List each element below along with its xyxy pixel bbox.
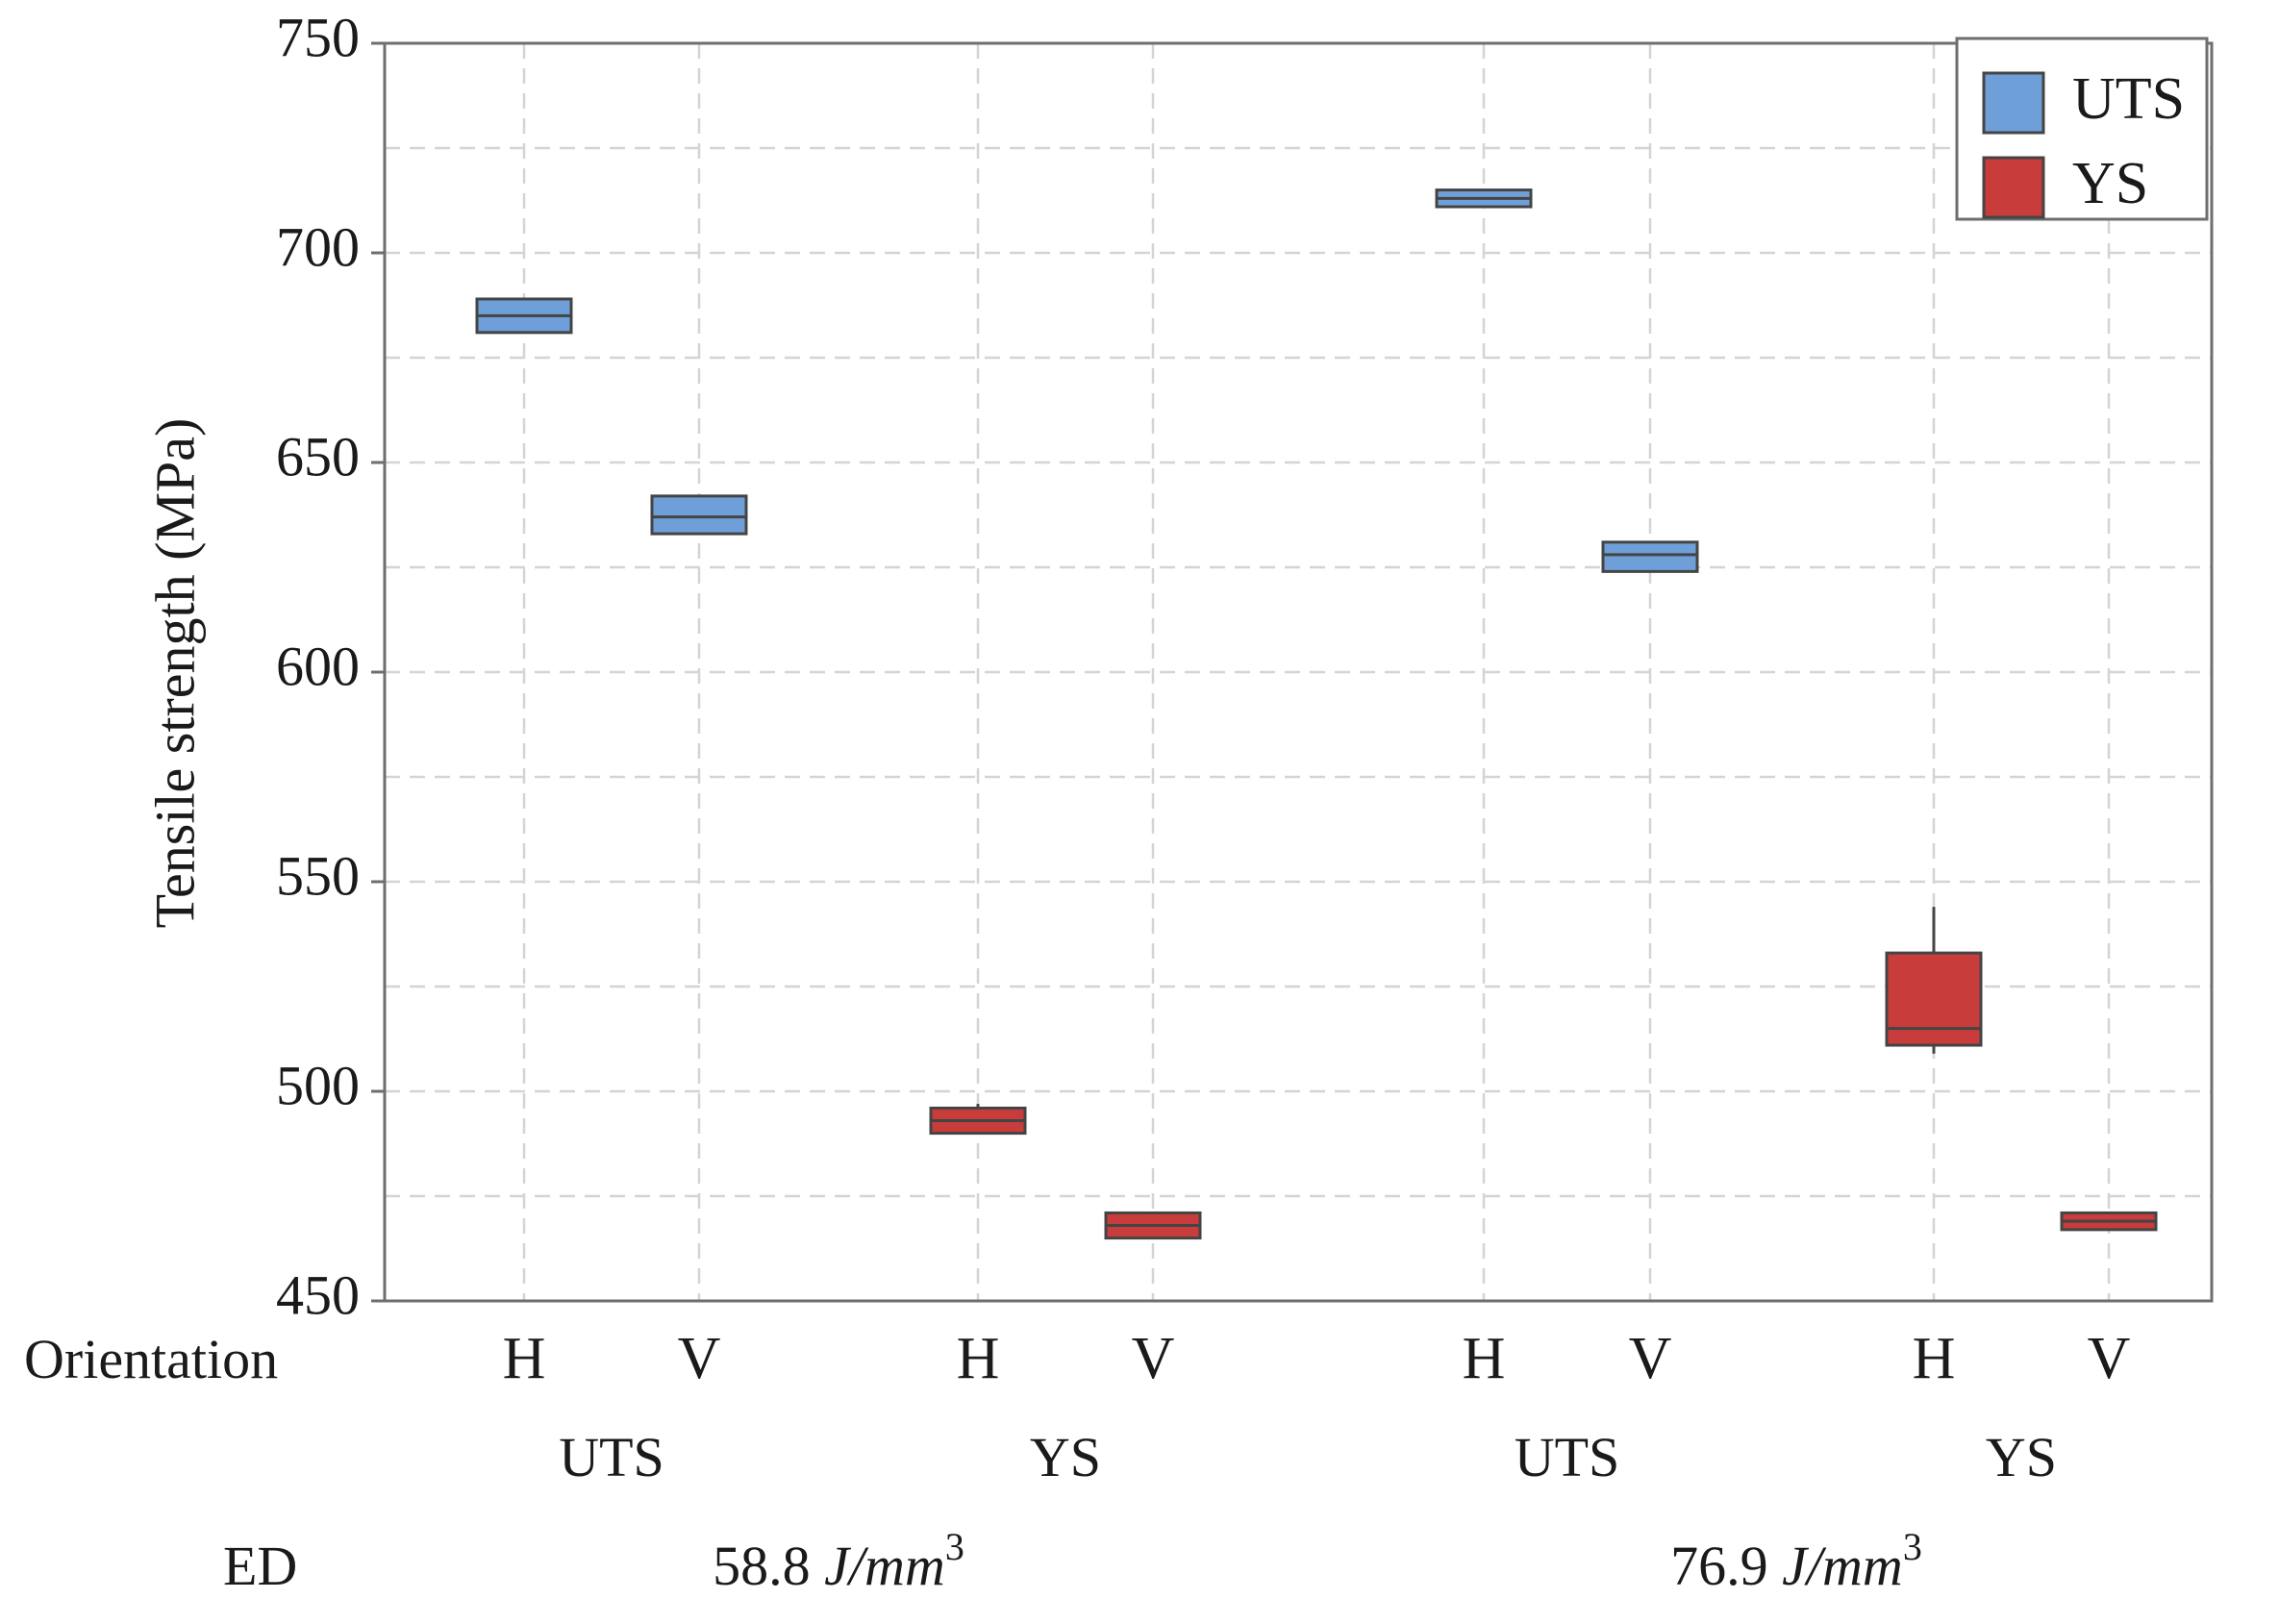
ed-group-label: 76.9 J/mm3	[1670, 1525, 1922, 1597]
box-uts-v	[650, 494, 748, 536]
legend-label-ys: YS	[2072, 151, 2148, 216]
legend-label-uts: UTS	[2072, 66, 2185, 132]
y-tick-label: 700	[276, 215, 360, 278]
orientation-label: V	[2088, 1326, 2131, 1391]
y-tick-label: 650	[276, 425, 360, 487]
legend-swatch-uts	[1982, 71, 2045, 135]
orientation-row-label: Orientation	[24, 1328, 278, 1390]
orientation-label: H	[503, 1326, 546, 1391]
legend: UTS YS	[1955, 37, 2209, 221]
property-group-label: UTS	[1515, 1426, 1620, 1488]
orientation-label: V	[1629, 1326, 1672, 1391]
box-body	[650, 494, 748, 536]
property-group-label: YS	[1030, 1426, 1101, 1488]
box-ys-v	[1104, 1211, 1202, 1240]
y-tick-label: 750	[276, 6, 360, 68]
orientation-label: H	[957, 1326, 1000, 1391]
ed-row-label: ED	[223, 1535, 297, 1597]
y-tick-label: 600	[276, 635, 360, 697]
box-uts-v	[1601, 540, 1699, 573]
property-group-label: UTS	[559, 1426, 664, 1488]
y-axis-ticks: 450 500 550 600 650 700 750	[276, 6, 385, 1326]
ed-group-labels: 58.8 J/mm3 76.9 J/mm3	[713, 1525, 1922, 1597]
box-body	[1885, 951, 1983, 1047]
box-body	[1601, 540, 1699, 573]
legend-swatch-ys	[1982, 156, 2045, 219]
y-tick-label: 550	[276, 844, 360, 907]
orientation-label: V	[678, 1326, 721, 1391]
ed-group-label: 58.8 J/mm3	[713, 1525, 964, 1597]
property-group-label: YS	[1986, 1426, 2057, 1488]
box-ys-h	[1885, 907, 1983, 1054]
box-ys-h	[929, 1104, 1027, 1136]
orientation-label: H	[1913, 1326, 1956, 1391]
y-axis-label: Tensile strength (MPa)	[143, 418, 206, 929]
grid-lines	[385, 41, 2212, 1303]
box-ys-v	[2060, 1211, 2158, 1232]
y-tick-label: 500	[276, 1054, 360, 1116]
property-group-labels: UTS YS UTS YS	[559, 1426, 2057, 1488]
box-series	[475, 188, 2158, 1240]
box-uts-h	[1435, 188, 1533, 209]
y-tick-label: 450	[276, 1263, 360, 1326]
orientation-label: V	[1132, 1326, 1175, 1391]
box-uts-h	[475, 297, 573, 335]
orientation-label: H	[1463, 1326, 1506, 1391]
